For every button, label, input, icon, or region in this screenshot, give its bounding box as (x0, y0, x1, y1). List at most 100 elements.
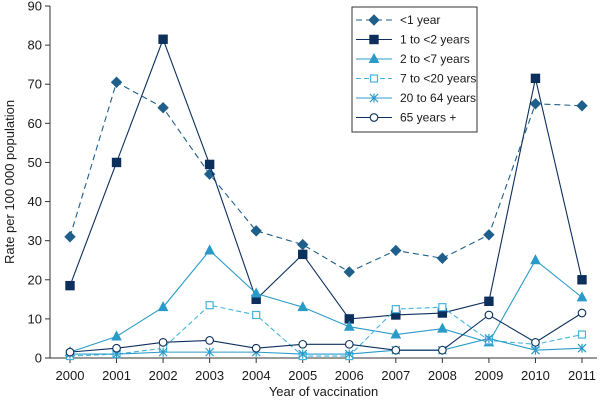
data-point (577, 343, 587, 353)
data-point (110, 76, 123, 88)
data-point (438, 303, 447, 312)
data-point (157, 101, 169, 114)
data-point (297, 238, 309, 251)
legend-label: <1 year (400, 13, 440, 27)
data-point (577, 275, 587, 285)
legend-item: 65 years + (356, 111, 456, 125)
series-3 (64, 244, 588, 357)
legend-box (351, 6, 478, 133)
data-point (438, 345, 447, 355)
series-2 (65, 34, 587, 324)
y-axis-title: Rate per 100 000 population (2, 100, 17, 264)
series-line (69, 304, 583, 357)
data-point (158, 338, 168, 347)
data-point (250, 225, 262, 237)
series-line (70, 337, 583, 355)
x-tick-label: 2004 (242, 368, 271, 383)
x-tick-label: 2000 (56, 368, 85, 383)
y-tick-label: 70 (28, 77, 42, 92)
data-point (251, 343, 261, 353)
data-point (529, 98, 542, 110)
series-line (69, 249, 583, 353)
data-point (391, 305, 400, 314)
data-point (577, 330, 587, 339)
series-line (69, 37, 583, 320)
x-tick-label: 2007 (381, 368, 410, 383)
data-point (158, 347, 168, 357)
x-tick-label: 2008 (428, 368, 457, 383)
legend-item: <1 year (356, 13, 440, 27)
data-point (530, 254, 541, 265)
legend-marker (369, 93, 379, 103)
legend-label: 20 to 64 years (400, 91, 476, 105)
legend-item: 20 to 64 years (356, 91, 476, 105)
legend-item: 7 to <20 years (356, 72, 476, 86)
legend-marker (368, 52, 380, 63)
y-tick-label: 20 (28, 272, 42, 287)
y-tick-label: 80 (28, 38, 42, 53)
legend-marker (368, 14, 380, 26)
data-point (252, 310, 261, 320)
x-tick-label: 2009 (474, 368, 503, 383)
data-point (484, 310, 494, 320)
legend-label: 7 to <20 years (400, 72, 476, 86)
legend-label: 1 to <2 years (400, 33, 470, 47)
x-tick-label: 2003 (195, 368, 224, 383)
data-point (65, 347, 75, 357)
legend-item: 2 to <7 years (356, 52, 470, 66)
series-line (69, 81, 583, 273)
data-point (576, 291, 588, 302)
data-point (531, 338, 540, 347)
data-point (390, 244, 402, 257)
legend-marker (369, 74, 379, 83)
x-tick-label: 2006 (335, 368, 364, 383)
x-axis: 2000 2001 2002 2003 2004 2005 2006 2007 2008 2009… (50, 357, 597, 383)
legend-marker (369, 113, 379, 122)
data-point (576, 100, 588, 112)
data-point (530, 73, 541, 84)
series-6 (65, 308, 587, 357)
data-point (250, 287, 262, 298)
data-point (343, 266, 355, 278)
data-point (158, 34, 168, 44)
data-point (111, 330, 122, 341)
y-tick-label: 50 (28, 155, 42, 170)
data-point (577, 308, 587, 318)
data-point (343, 320, 355, 331)
data-point (205, 336, 214, 345)
legend-label: 2 to <7 years (400, 52, 470, 66)
x-tick-label: 2002 (149, 368, 178, 383)
legend-items: <1 year 1 to <2 years 2 to <7 years 7 to <2… (356, 13, 476, 125)
data-point (484, 333, 494, 343)
data-point (157, 301, 169, 312)
x-tick-label: 2011 (568, 368, 596, 383)
data-point (204, 159, 215, 170)
legend: <1 year 1 to <2 years 2 to <7 years 7 to <2… (351, 6, 478, 133)
x-tick-label: 2001 (102, 368, 131, 383)
y-tick-label: 30 (28, 233, 42, 248)
data-point (390, 328, 402, 339)
data-point (531, 345, 540, 355)
data-point (205, 347, 215, 357)
data-point (65, 280, 75, 291)
data-point (111, 157, 122, 168)
x-tick-label: 2010 (521, 368, 550, 383)
y-tick-label: 0 (35, 351, 42, 366)
series-line (69, 312, 583, 353)
data-point (298, 339, 308, 349)
data-point (436, 252, 449, 264)
legend-label: 65 years + (400, 111, 456, 125)
data-point (298, 349, 308, 359)
y-tick-label: 40 (28, 194, 42, 209)
data-point (344, 339, 354, 349)
series-5 (65, 333, 587, 359)
data-point (484, 296, 494, 306)
y-tick-label: 10 (28, 311, 42, 326)
data-point (64, 231, 76, 243)
data-point (205, 301, 214, 310)
data-point (112, 343, 121, 353)
series-layer (64, 34, 588, 361)
data-point (483, 229, 495, 241)
y-tick-label: 60 (28, 116, 42, 131)
